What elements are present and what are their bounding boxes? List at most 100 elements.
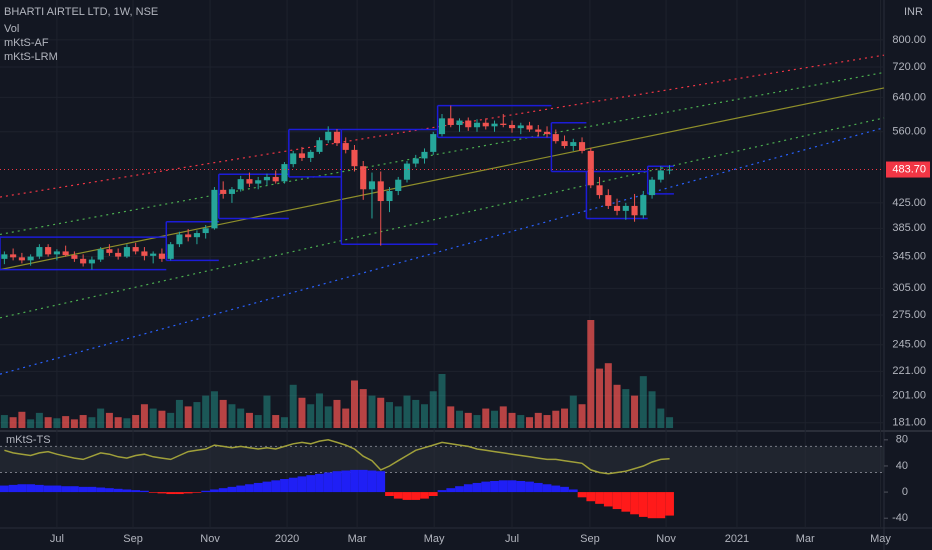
volume-bar <box>385 402 393 428</box>
y2-tick-label: 80 <box>896 434 908 446</box>
histogram-bar <box>481 481 491 493</box>
volume-bar <box>114 417 122 428</box>
histogram-bar <box>26 484 36 493</box>
candle-body <box>395 179 402 192</box>
histogram-bar <box>140 490 149 493</box>
candle-body <box>430 134 437 152</box>
histogram-bar <box>586 492 596 502</box>
volume-bar <box>35 412 43 428</box>
y-tick-label: 245.00 <box>892 339 926 351</box>
currency-label[interactable]: INR <box>904 6 923 18</box>
last-price-label: 483.70 <box>892 163 926 175</box>
candle-body <box>666 169 673 171</box>
histogram-bar <box>420 492 429 499</box>
histogram-bar <box>157 492 167 494</box>
histogram-bar <box>131 490 141 493</box>
volume-bar <box>62 416 70 428</box>
volume-bar <box>202 395 210 428</box>
volume-bar <box>666 417 674 428</box>
candle-body <box>403 163 411 180</box>
histogram-bar <box>113 488 123 493</box>
candle-body <box>613 205 621 211</box>
y-tick-label: 201.00 <box>892 390 926 402</box>
volume-bar <box>534 412 542 428</box>
histogram-bar <box>245 484 254 493</box>
volume-bar <box>359 389 367 428</box>
volume-bar <box>447 406 455 428</box>
histogram-bar <box>665 492 674 516</box>
volume-bar <box>569 395 577 428</box>
y-tick-label: 425.00 <box>892 197 926 209</box>
volume-bar <box>631 395 639 428</box>
volume-bar <box>639 376 647 428</box>
candle-body <box>307 151 314 158</box>
histogram-bar <box>0 485 9 493</box>
histogram-bar <box>288 477 298 493</box>
volume-bar <box>9 417 17 428</box>
volume-bar <box>289 384 297 428</box>
histogram-bar <box>306 475 316 493</box>
histogram-bar <box>210 489 219 493</box>
candle-body <box>53 251 60 255</box>
candle-body <box>438 118 446 135</box>
candle-body <box>342 143 349 150</box>
y-tick-label: 275.00 <box>892 309 926 321</box>
histogram-bar <box>490 480 499 493</box>
y2-tick-label: 0 <box>902 486 908 498</box>
candle-body <box>1 254 8 259</box>
histogram-bar <box>192 492 202 493</box>
histogram-bar <box>341 470 351 493</box>
histogram-bar <box>411 492 421 500</box>
volume-bar <box>44 417 52 428</box>
histogram-bar <box>525 481 534 493</box>
candle-body <box>202 228 209 234</box>
histogram-bar <box>43 485 53 493</box>
volume-bar <box>0 415 8 428</box>
candle-body <box>150 253 157 256</box>
volume-bar <box>552 410 560 428</box>
candle-body <box>158 253 165 259</box>
candle-body <box>263 176 271 181</box>
volume-bar <box>27 419 35 428</box>
candle-body <box>473 122 481 128</box>
volume-bar <box>613 384 621 428</box>
volume-bar <box>438 374 446 428</box>
histogram-bar <box>437 490 447 493</box>
y-tick-label: 181.00 <box>892 417 926 429</box>
volume-bar <box>132 415 140 428</box>
histogram-bar <box>393 492 403 499</box>
candle-body <box>106 249 113 253</box>
candle-body <box>657 170 664 180</box>
candle-body <box>185 234 192 238</box>
volume-bar <box>228 404 236 428</box>
histogram-bar <box>61 486 71 493</box>
last-price-box <box>886 161 930 178</box>
volume-bar <box>18 411 26 428</box>
volume-bar <box>237 408 245 428</box>
histogram-bar <box>376 471 386 493</box>
x-tick-label: Jul <box>505 533 519 545</box>
histogram-bar <box>533 482 543 493</box>
volume-bar <box>70 419 78 428</box>
volume-bar <box>280 417 288 428</box>
histogram-bar <box>402 492 412 500</box>
candle-body <box>272 176 279 182</box>
y-tick-label: 221.00 <box>892 365 926 377</box>
candle-body <box>176 234 183 245</box>
histogram-bar <box>612 492 622 510</box>
candle-body <box>351 149 358 167</box>
volume-bar <box>324 406 332 428</box>
histogram-bar <box>367 470 377 493</box>
y-tick-label: 305.00 <box>892 282 926 294</box>
histogram-bar <box>498 480 508 493</box>
histogram-bar <box>17 484 27 493</box>
histogram-bar <box>551 485 561 493</box>
candle-body <box>386 191 393 202</box>
histogram-bar <box>105 488 114 493</box>
candle-body <box>141 251 148 256</box>
volume-bar <box>298 397 306 428</box>
candle-body <box>290 153 297 165</box>
volume-bar <box>368 395 376 428</box>
volume-bar <box>350 380 358 428</box>
labels: BHARTI AIRTEL LTD, 1W, NSE Vol mKtS-AF m… <box>4 6 930 545</box>
